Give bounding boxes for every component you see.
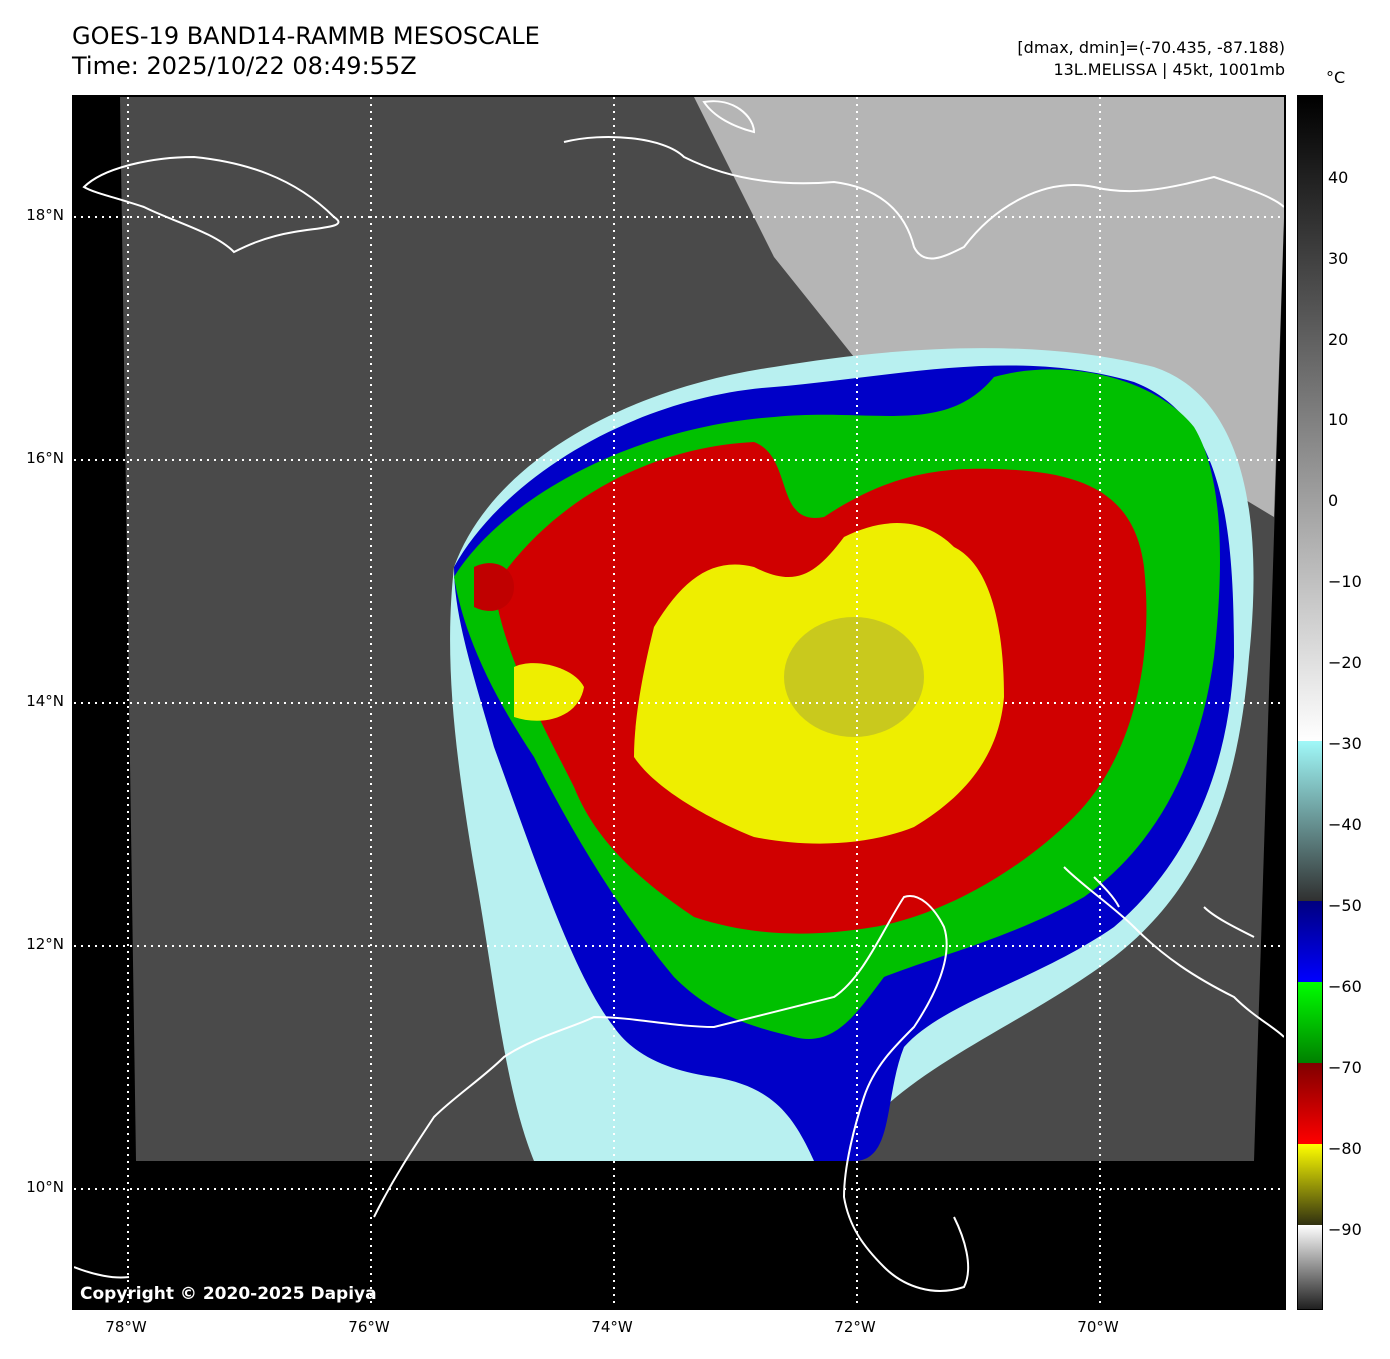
colorbar-tick: −40: [1328, 815, 1362, 834]
colorbar-tick: −80: [1328, 1139, 1362, 1158]
satellite-map[interactable]: Copyright © 2020-2025 Dapiya: [72, 95, 1286, 1310]
colorbar-gray-segment: [1298, 96, 1322, 741]
colorbar-red-segment: [1298, 1063, 1322, 1144]
colorbar-tick: −60: [1328, 977, 1362, 996]
red-patch-west: [474, 563, 514, 611]
colorbar-tick: 0: [1328, 491, 1339, 510]
colorbar-unit: °C: [1326, 68, 1346, 87]
colorbar-cold-gray-segment: [1298, 1225, 1322, 1309]
colorbar-tick: 40: [1328, 168, 1349, 187]
colorbar-tick: −10: [1328, 572, 1362, 591]
lat-label: 18°N: [26, 206, 64, 224]
colorbar-tick: −30: [1328, 734, 1362, 753]
copyright-text: Copyright © 2020-2025 Dapiya: [80, 1284, 377, 1304]
colorbar-green-segment: [1298, 982, 1322, 1063]
colorbar-yellow-segment: [1298, 1144, 1322, 1225]
colorbar-tick: 30: [1328, 249, 1349, 268]
colorbar-tick: −50: [1328, 896, 1362, 915]
colorbar-tick: 20: [1328, 330, 1349, 349]
lon-label: 78°W: [105, 1318, 147, 1336]
colorbar-tick: −90: [1328, 1220, 1362, 1239]
cold-core: [784, 617, 924, 737]
yellow-patch-west: [514, 663, 584, 721]
lat-label: 16°N: [26, 449, 64, 467]
lon-label: 72°W: [834, 1318, 876, 1336]
range-info: [dmax, dmin]=(-70.435, -87.188): [1017, 38, 1285, 57]
lat-label: 10°N: [26, 1178, 64, 1196]
lon-label: 74°W: [591, 1318, 633, 1336]
lon-label: 70°W: [1077, 1318, 1119, 1336]
colorbar-blue-segment: [1298, 901, 1322, 982]
colorbar-cyan-segment: [1298, 741, 1322, 901]
colorbar-tick: 10: [1328, 410, 1349, 429]
colorbar-gradient: [1298, 96, 1322, 1309]
timestamp: Time: 2025/10/22 08:49:55Z: [72, 52, 417, 80]
storm-info: 13L.MELISSA | 45kt, 1001mb: [1053, 60, 1285, 79]
satellite-image: [74, 97, 1284, 1308]
lon-label: 76°W: [348, 1318, 390, 1336]
colorbar-tick: −20: [1328, 653, 1362, 672]
colorbar-tick: −70: [1328, 1058, 1362, 1077]
lat-label: 12°N: [26, 935, 64, 953]
chart-title: GOES-19 BAND14-RAMMB MESOSCALE: [72, 22, 540, 50]
colorbar: [1297, 95, 1323, 1310]
lat-label: 14°N: [26, 692, 64, 710]
coastlines: [74, 100, 1284, 1292]
